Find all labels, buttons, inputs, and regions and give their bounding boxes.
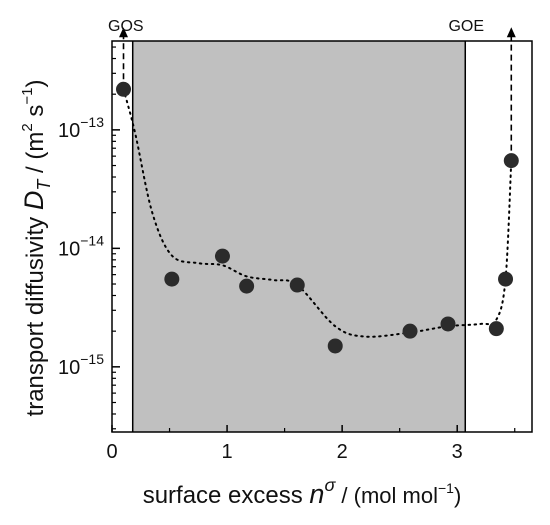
annotation-label-goe: GOE: [448, 18, 484, 35]
x-tick-label-3: 3: [452, 441, 463, 463]
x-tick-label-2: 2: [337, 441, 348, 463]
data-points-group: [116, 81, 519, 354]
annotation-label-gos: GOS: [108, 18, 144, 35]
y-tick-base: 10: [58, 357, 80, 379]
shaded-region: [132, 41, 466, 432]
plot-frame-group: [111, 40, 533, 433]
y-tick-label-2: 10−13: [58, 114, 104, 142]
data-point-9: [498, 271, 514, 287]
x-axis-label: surface excess nσ / (mol mol−1): [143, 475, 462, 509]
y-tick-label-1: 10−14: [58, 232, 104, 260]
y-tick-exponent: −13: [80, 114, 104, 130]
data-point-6: [402, 323, 418, 339]
data-point-5: [327, 338, 343, 354]
data-point-7: [440, 316, 456, 332]
plot-frame: [111, 40, 533, 433]
x-tick-label-0: 0: [106, 441, 117, 463]
data-point-8: [488, 321, 504, 337]
arrow-group: [119, 27, 516, 161]
arrow-head-0: [119, 27, 129, 38]
y-tick-label-0: 10−15: [58, 351, 104, 379]
data-point-1: [164, 271, 180, 287]
data-point-10: [503, 153, 519, 169]
data-point-4: [289, 277, 305, 293]
y-tick-base: 10: [58, 120, 80, 142]
x-tick-label-1: 1: [222, 441, 233, 463]
y-tick-base: 10: [58, 238, 80, 260]
data-point-2: [214, 248, 230, 264]
data-point-0: [116, 81, 132, 97]
arrow-head-1: [506, 27, 516, 38]
data-point-3: [239, 278, 255, 294]
y-axis-label: transport diffusivity DT / (m2 s−1): [19, 80, 54, 417]
y-tick-exponent: −15: [80, 351, 104, 367]
y-tick-exponent: −14: [80, 232, 104, 248]
annotations-group: GOS GOE: [108, 18, 484, 35]
shaded-region-group: [132, 41, 466, 432]
